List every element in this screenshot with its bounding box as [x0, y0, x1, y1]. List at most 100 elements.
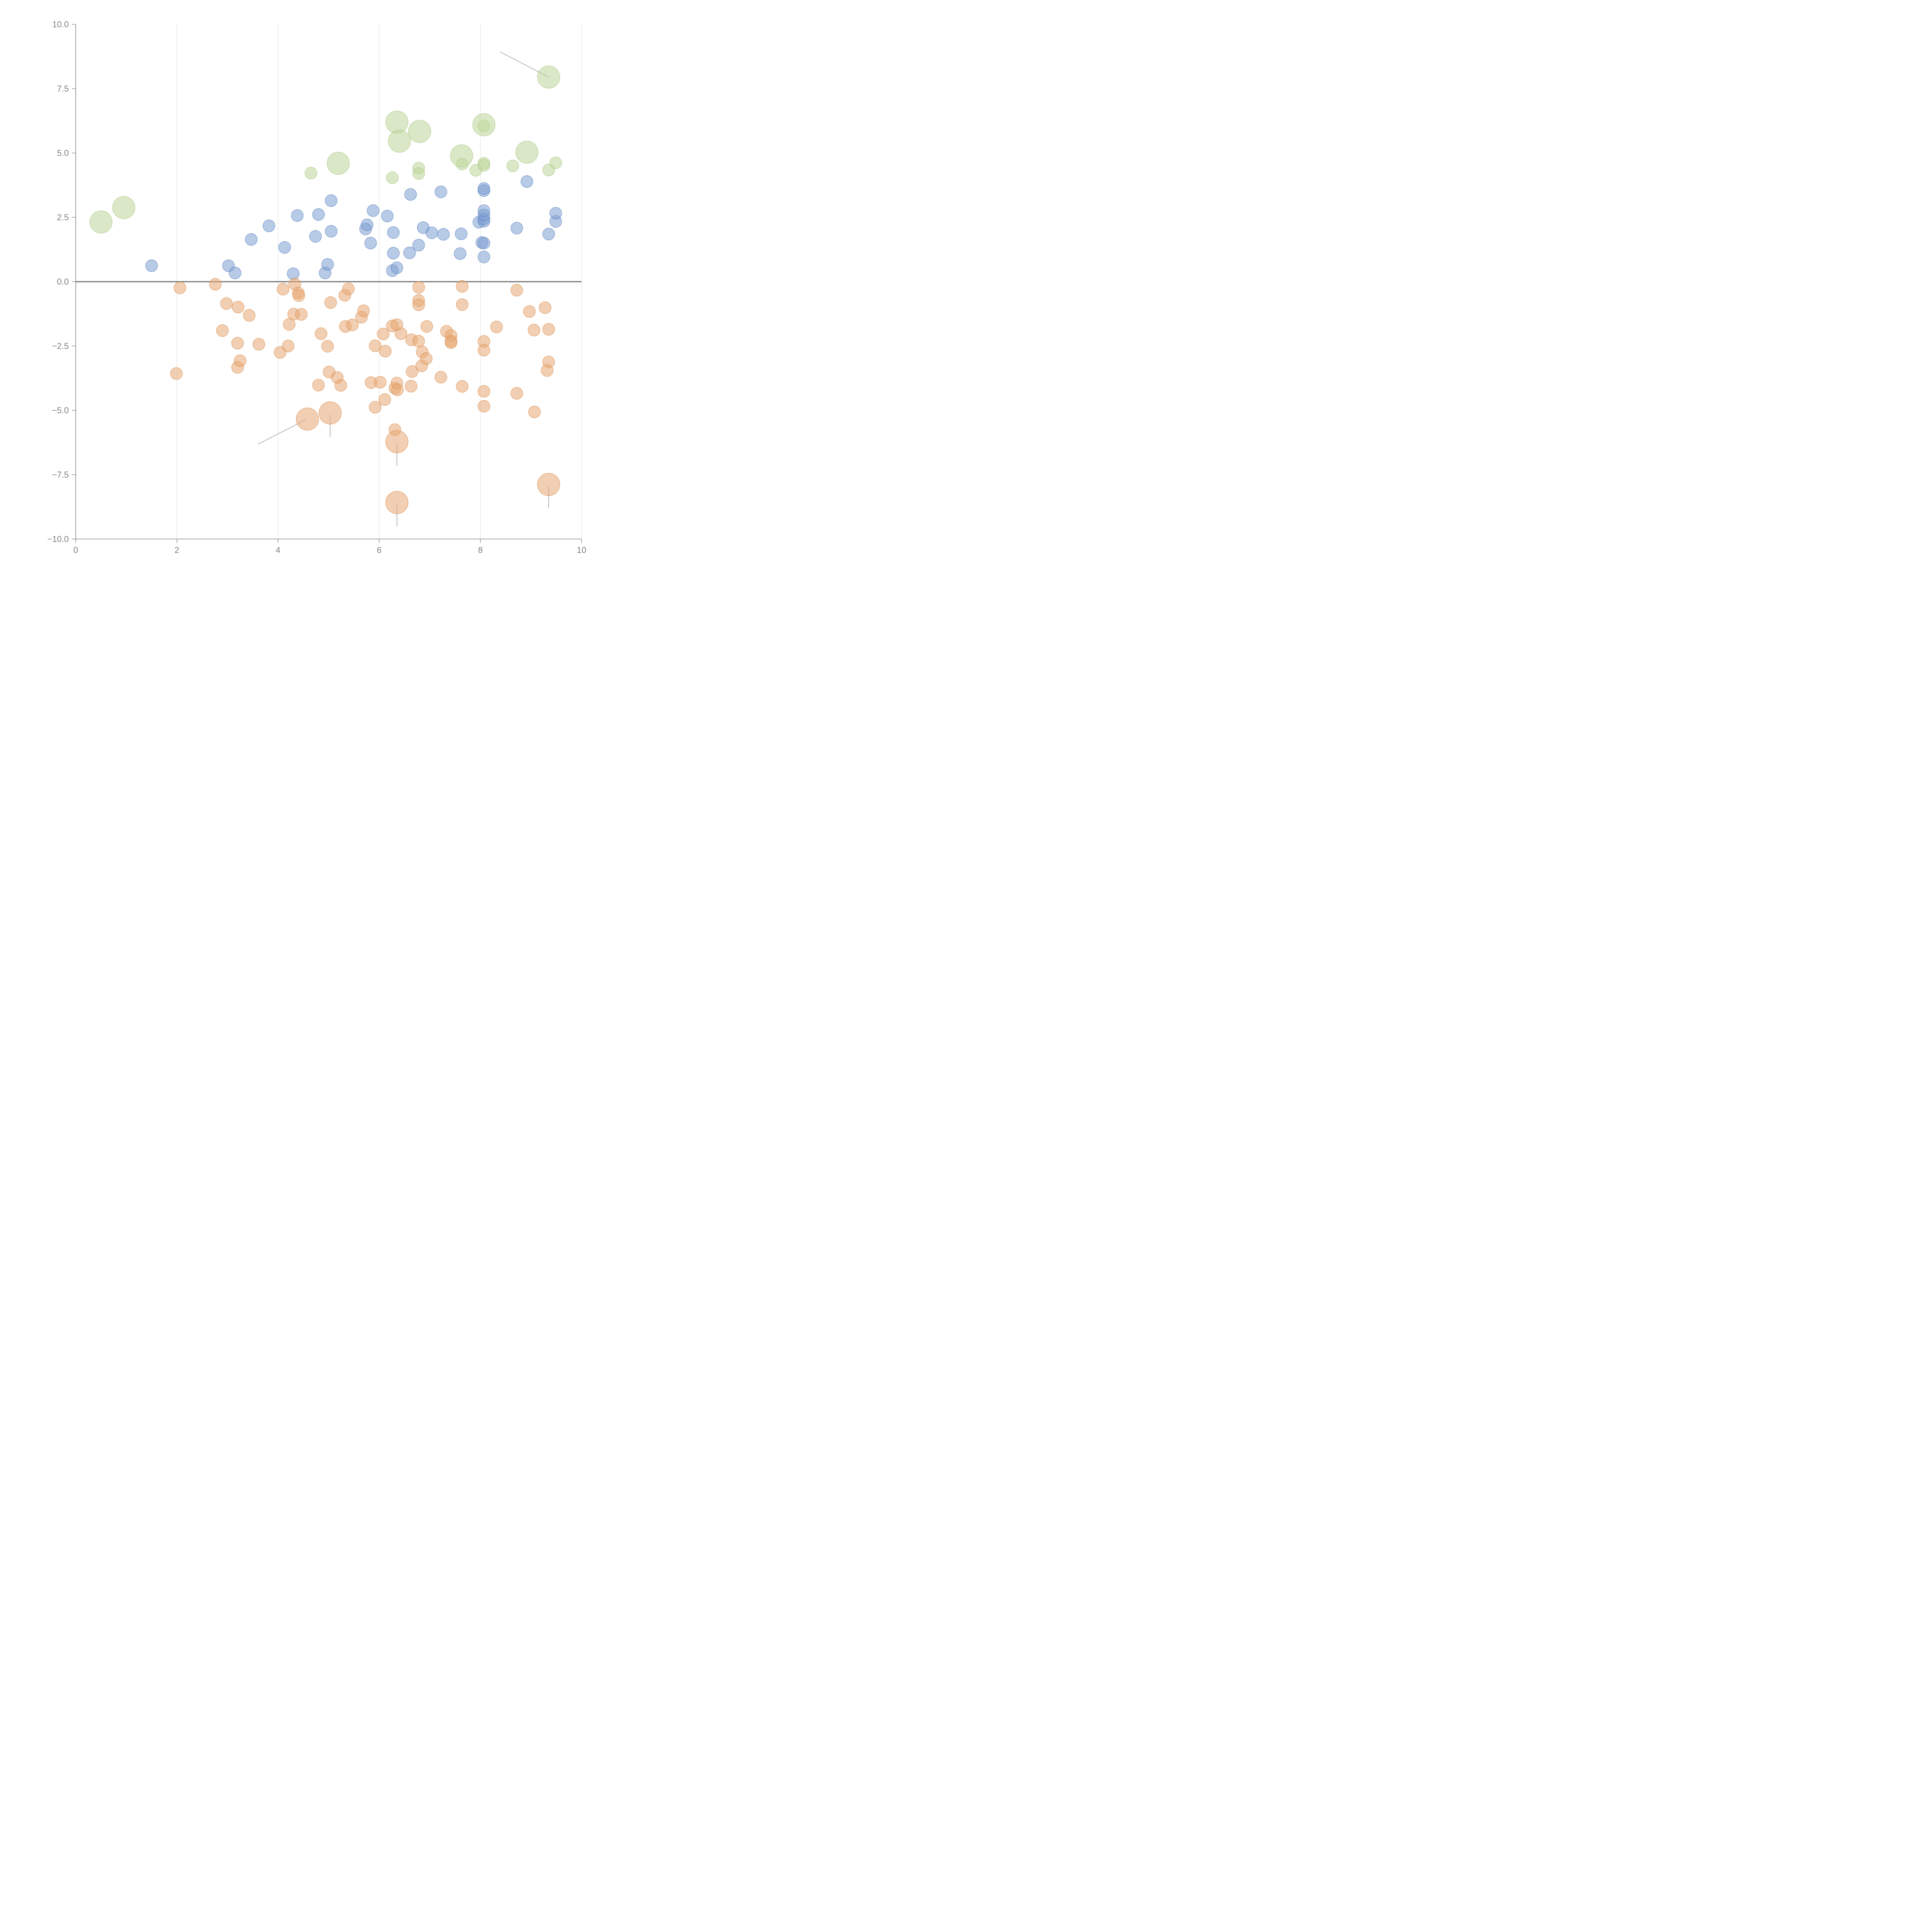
data-point-orange — [510, 284, 523, 297]
data-point-orange — [321, 340, 334, 353]
data-point-blue — [367, 204, 379, 217]
y-tick-label: −7.5 — [52, 470, 69, 480]
data-point-green — [506, 160, 519, 172]
data-point-orange — [374, 376, 387, 389]
data-point-blue — [278, 241, 291, 254]
data-point-blue — [478, 182, 490, 195]
y-tick-label: −10.0 — [47, 534, 69, 544]
data-point-orange — [357, 304, 370, 317]
data-point-orange — [478, 400, 490, 413]
data-point-blue — [478, 250, 490, 264]
data-point-blue — [291, 209, 304, 222]
data-point-orange — [209, 278, 222, 291]
data-point-green-large — [112, 196, 136, 219]
data-point-blue — [312, 208, 325, 221]
data-point-orange — [395, 327, 407, 340]
data-point-orange — [369, 401, 382, 414]
data-point-orange — [378, 393, 391, 406]
data-point-orange — [216, 324, 229, 337]
y-tick-label: 2.5 — [57, 213, 69, 222]
data-point-orange-large — [318, 401, 342, 425]
data-point-orange — [312, 379, 325, 391]
data-point-blue — [364, 236, 377, 250]
data-point-green-large — [472, 113, 496, 136]
data-point-orange — [231, 301, 245, 314]
data-point-orange — [528, 405, 541, 418]
data-points — [89, 65, 562, 514]
x-tick-label: 10 — [577, 545, 586, 555]
data-point-blue — [478, 236, 490, 250]
y-tick-label: −2.5 — [52, 341, 69, 351]
data-point-green — [412, 167, 425, 180]
data-point-orange — [527, 323, 541, 337]
data-point-orange — [295, 308, 308, 321]
data-point-blue — [549, 207, 562, 220]
data-point-blue — [404, 188, 417, 201]
data-point-orange — [412, 335, 425, 348]
data-point-blue — [387, 247, 400, 260]
data-point-orange — [523, 305, 536, 318]
data-point-blue — [387, 226, 400, 239]
axis-layer: 10.0 7.5 5.0 2.5 0.0 −2.5 −5.0 −7.5 −10.0 0 2 4 6 8 10 — [47, 20, 586, 555]
data-point-orange — [456, 380, 469, 393]
data-point-blue — [510, 222, 523, 235]
x-tick-label: 4 — [276, 545, 280, 555]
data-point-orange-large — [296, 407, 319, 431]
data-point-orange — [490, 320, 503, 333]
x-tick-label: 0 — [73, 545, 78, 555]
data-point-green-large — [388, 129, 411, 153]
data-point-blue — [454, 247, 467, 260]
data-point-blue — [390, 261, 403, 274]
data-point-orange — [420, 352, 433, 365]
data-point-blue — [434, 185, 447, 198]
data-point-blue — [381, 209, 394, 223]
data-point-green-large — [89, 210, 113, 234]
data-point-orange — [277, 283, 289, 296]
data-point-blue — [262, 219, 276, 232]
data-point-orange — [434, 371, 447, 384]
data-point-blue — [520, 175, 533, 188]
data-point-blue — [229, 267, 242, 279]
y-tick-label: 7.5 — [57, 84, 69, 94]
data-point-blue — [325, 225, 338, 238]
data-point-green-large — [327, 151, 350, 175]
data-point-green — [304, 167, 317, 180]
bubble-scatter-chart: 10.0 7.5 5.0 2.5 0.0 −2.5 −5.0 −7.5 −10.0 0 2 4 6 8 10 — [47, 20, 586, 555]
y-tick-label: −5.0 — [52, 406, 69, 415]
data-point-orange — [334, 379, 347, 392]
data-point-orange — [369, 339, 382, 352]
data-point-blue — [542, 228, 555, 241]
data-point-orange — [405, 380, 418, 393]
y-tick-label: 5.0 — [57, 148, 69, 158]
data-point-orange — [510, 387, 523, 400]
data-point-green — [478, 159, 490, 172]
data-point-orange — [412, 281, 425, 294]
data-point-orange — [541, 364, 554, 377]
data-point-green-large — [515, 141, 539, 164]
data-point-orange — [542, 323, 555, 336]
data-point-orange — [539, 301, 552, 314]
x-tick-label: 8 — [478, 545, 483, 555]
data-point-orange — [243, 309, 256, 322]
data-point-orange — [420, 320, 433, 333]
data-point-orange — [231, 337, 244, 350]
data-point-orange — [252, 338, 265, 351]
data-point-blue — [455, 227, 468, 240]
data-point-orange — [379, 345, 392, 358]
data-point-orange — [234, 354, 247, 367]
data-point-orange — [377, 327, 390, 340]
data-point-orange — [445, 336, 457, 349]
y-tick-label: 10.0 — [52, 20, 69, 29]
data-point-blue — [361, 218, 374, 231]
data-point-blue — [309, 230, 322, 243]
data-point-orange — [293, 289, 305, 302]
data-point-orange — [346, 318, 359, 332]
data-point-blue — [245, 233, 258, 246]
data-point-orange-large — [385, 430, 408, 454]
x-tick-label: 2 — [175, 545, 179, 555]
data-point-blue — [325, 194, 338, 207]
data-point-orange — [315, 327, 328, 340]
data-point-orange — [170, 367, 183, 380]
data-point-orange — [173, 281, 186, 294]
x-tick-label: 6 — [377, 545, 381, 555]
